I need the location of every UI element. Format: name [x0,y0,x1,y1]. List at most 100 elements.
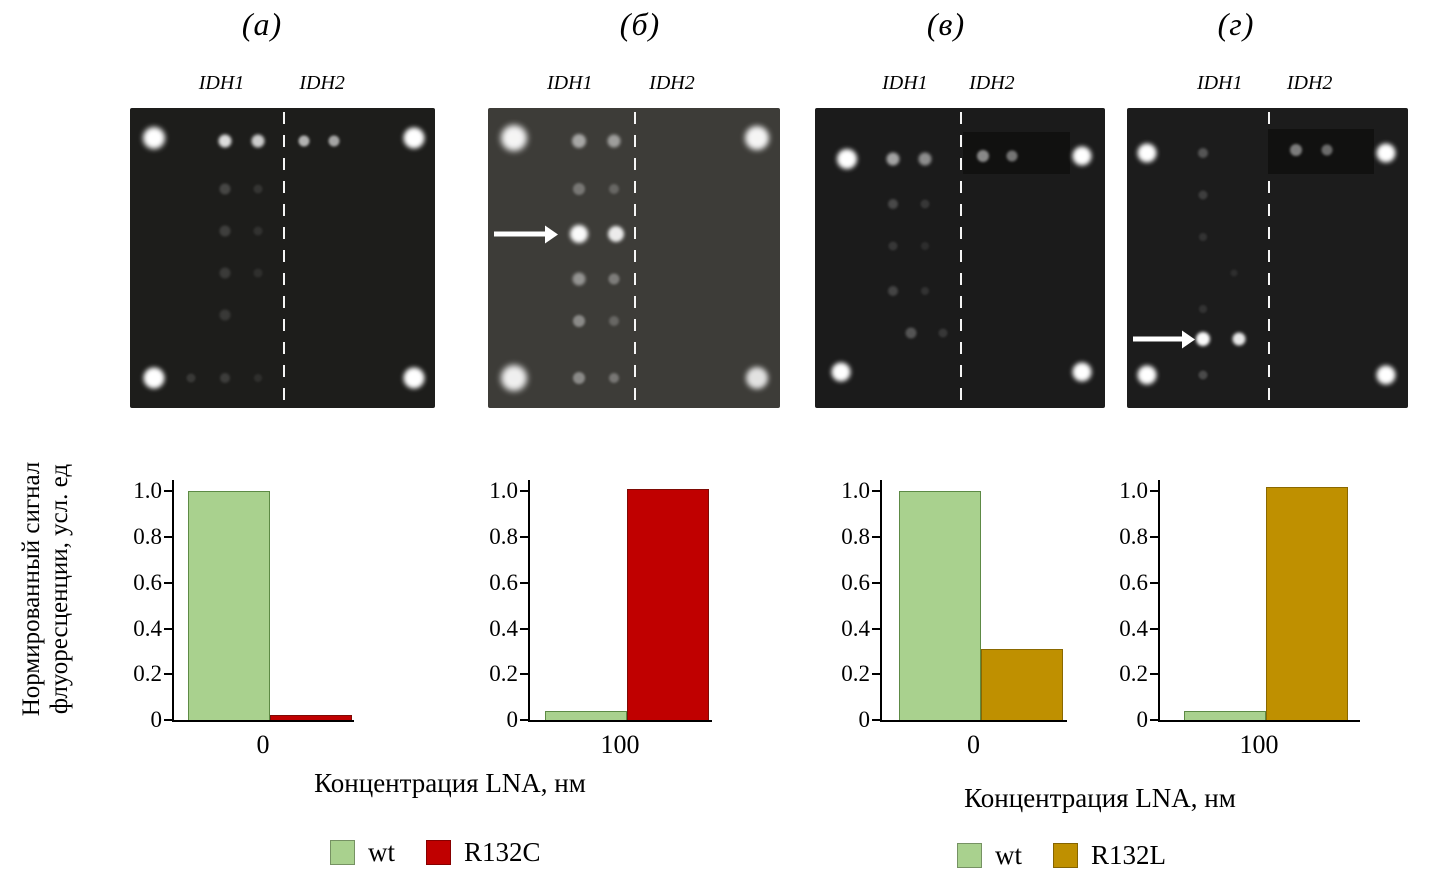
dashed-divider [634,112,636,404]
y-tick-mark [1150,673,1160,676]
array-spot [571,134,586,148]
array-spot [254,374,263,382]
array-spot [607,134,621,148]
array-spot [219,309,231,321]
y-tick-mark [164,719,174,721]
legend-label-r132c: R132C [464,837,541,867]
bar-chart-a: 0 0.2 0.4 0.6 0.8 1.0 0 [133,478,354,759]
y-tick-mark [872,627,882,630]
array-spot [1198,305,1207,313]
y-tick-mark [520,719,530,721]
dark-patch [1267,129,1375,174]
array-spot [1376,365,1396,385]
y-tick-label: 0.8 [1119,524,1148,550]
array-spot [921,287,930,295]
gene-header-row: IDH1 IDH2 [1127,70,1408,108]
bar-wt [898,491,981,720]
array-spot [219,373,230,383]
microarray-image-g [1127,108,1408,408]
array-spot [920,199,930,209]
bar-chart-v: 0 0.2 0.4 0.6 0.8 1.0 0 [841,478,1067,759]
x-category-label: 100 [600,730,640,759]
chart-plot-v: 0 0.2 0.4 0.6 0.8 1.0 [841,478,1067,732]
y-tick-mark [872,536,882,539]
y-tick-mark [520,581,530,584]
x-category-label: 0 [256,730,270,759]
array-spot [608,373,619,383]
y-tick-label: 0 [1136,707,1149,732]
y-tick-mark [872,490,882,493]
y-tick-label: 0.4 [841,615,870,641]
microarray-image-a [130,108,435,408]
array-spot [328,135,340,147]
y-tick-label: 0 [506,707,519,732]
array-spot [1376,143,1396,163]
y-tick-mark [164,581,174,584]
array-spot [501,365,528,391]
y-tick-mark [872,673,882,676]
array-spot [608,273,620,285]
y-tick-label: 1.0 [489,478,518,504]
array-spot [1197,148,1208,158]
y-tick-label: 0 [858,707,871,732]
gene-label-idh2: IDH2 [1286,72,1333,94]
panel-v: IDH1 IDH2 [815,70,1105,408]
panel-label-g: (г) [1217,6,1255,42]
gene-label-idh1: IDH1 [1196,72,1243,94]
pointer-arrow [1132,336,1184,342]
y-tick-mark [164,536,174,539]
y-tick-mark [1150,627,1160,630]
gene-header-row: IDH1 IDH2 [488,70,780,108]
array-spot [1072,362,1092,382]
legend-swatch-wt [957,843,982,868]
gene-label-idh1: IDH1 [546,72,593,94]
y-tick-mark [520,536,530,539]
y-tick-mark [520,673,530,676]
bar-r132l [980,649,1063,720]
array-spot [905,327,917,339]
array-spot [1289,144,1302,156]
array-spot [744,126,769,150]
array-spot [1230,269,1238,277]
legend-swatch-r132l [1053,843,1078,868]
array-spot [1198,190,1208,200]
y-tick-label: 0.8 [489,524,518,550]
y-axis-label-line2: флуоресценции, усл. ед [46,463,73,715]
array-spot [745,367,768,389]
panel-label-v: (в) [926,6,966,42]
array-spot [1321,144,1332,156]
y-tick-mark [164,627,174,630]
y-tick-mark [520,627,530,630]
array-spot [253,184,263,194]
panel-b: IDH1 IDH2 [488,70,780,408]
array-spot [1195,332,1210,346]
array-spot [219,267,231,279]
pointer-arrow [493,231,547,237]
y-tick-mark [1150,581,1160,584]
array-spot [403,367,425,389]
y-tick-label: 1.0 [841,478,870,504]
y-axis-label: Нормированный сигнал флуоресценции, усл.… [18,409,76,769]
array-spot [1198,233,1207,241]
array-spot [298,135,310,147]
y-tick-label: 0.8 [841,524,870,550]
y-tick-mark [872,719,882,721]
x-category-label: 100 [1239,730,1279,759]
bar-r132l [1266,486,1348,720]
legend-swatch-r132c [426,840,451,865]
bar-r132c [270,715,352,720]
array-spot [888,241,898,251]
array-spot [886,152,900,166]
gene-label-idh1: IDH1 [882,72,928,94]
array-spot [938,328,948,338]
array-spot [1137,365,1157,385]
panel-a: IDH1 IDH2 [130,70,435,408]
array-spot [186,373,196,383]
y-tick-label: 0.4 [489,615,518,641]
y-tick-label: 0.4 [133,615,162,641]
dashed-divider [282,112,285,404]
y-tick-label: 0.2 [841,661,870,687]
microarray-image-b [488,108,780,408]
gene-header-row: IDH1 IDH2 [815,70,1105,108]
y-tick-mark [1150,536,1160,539]
